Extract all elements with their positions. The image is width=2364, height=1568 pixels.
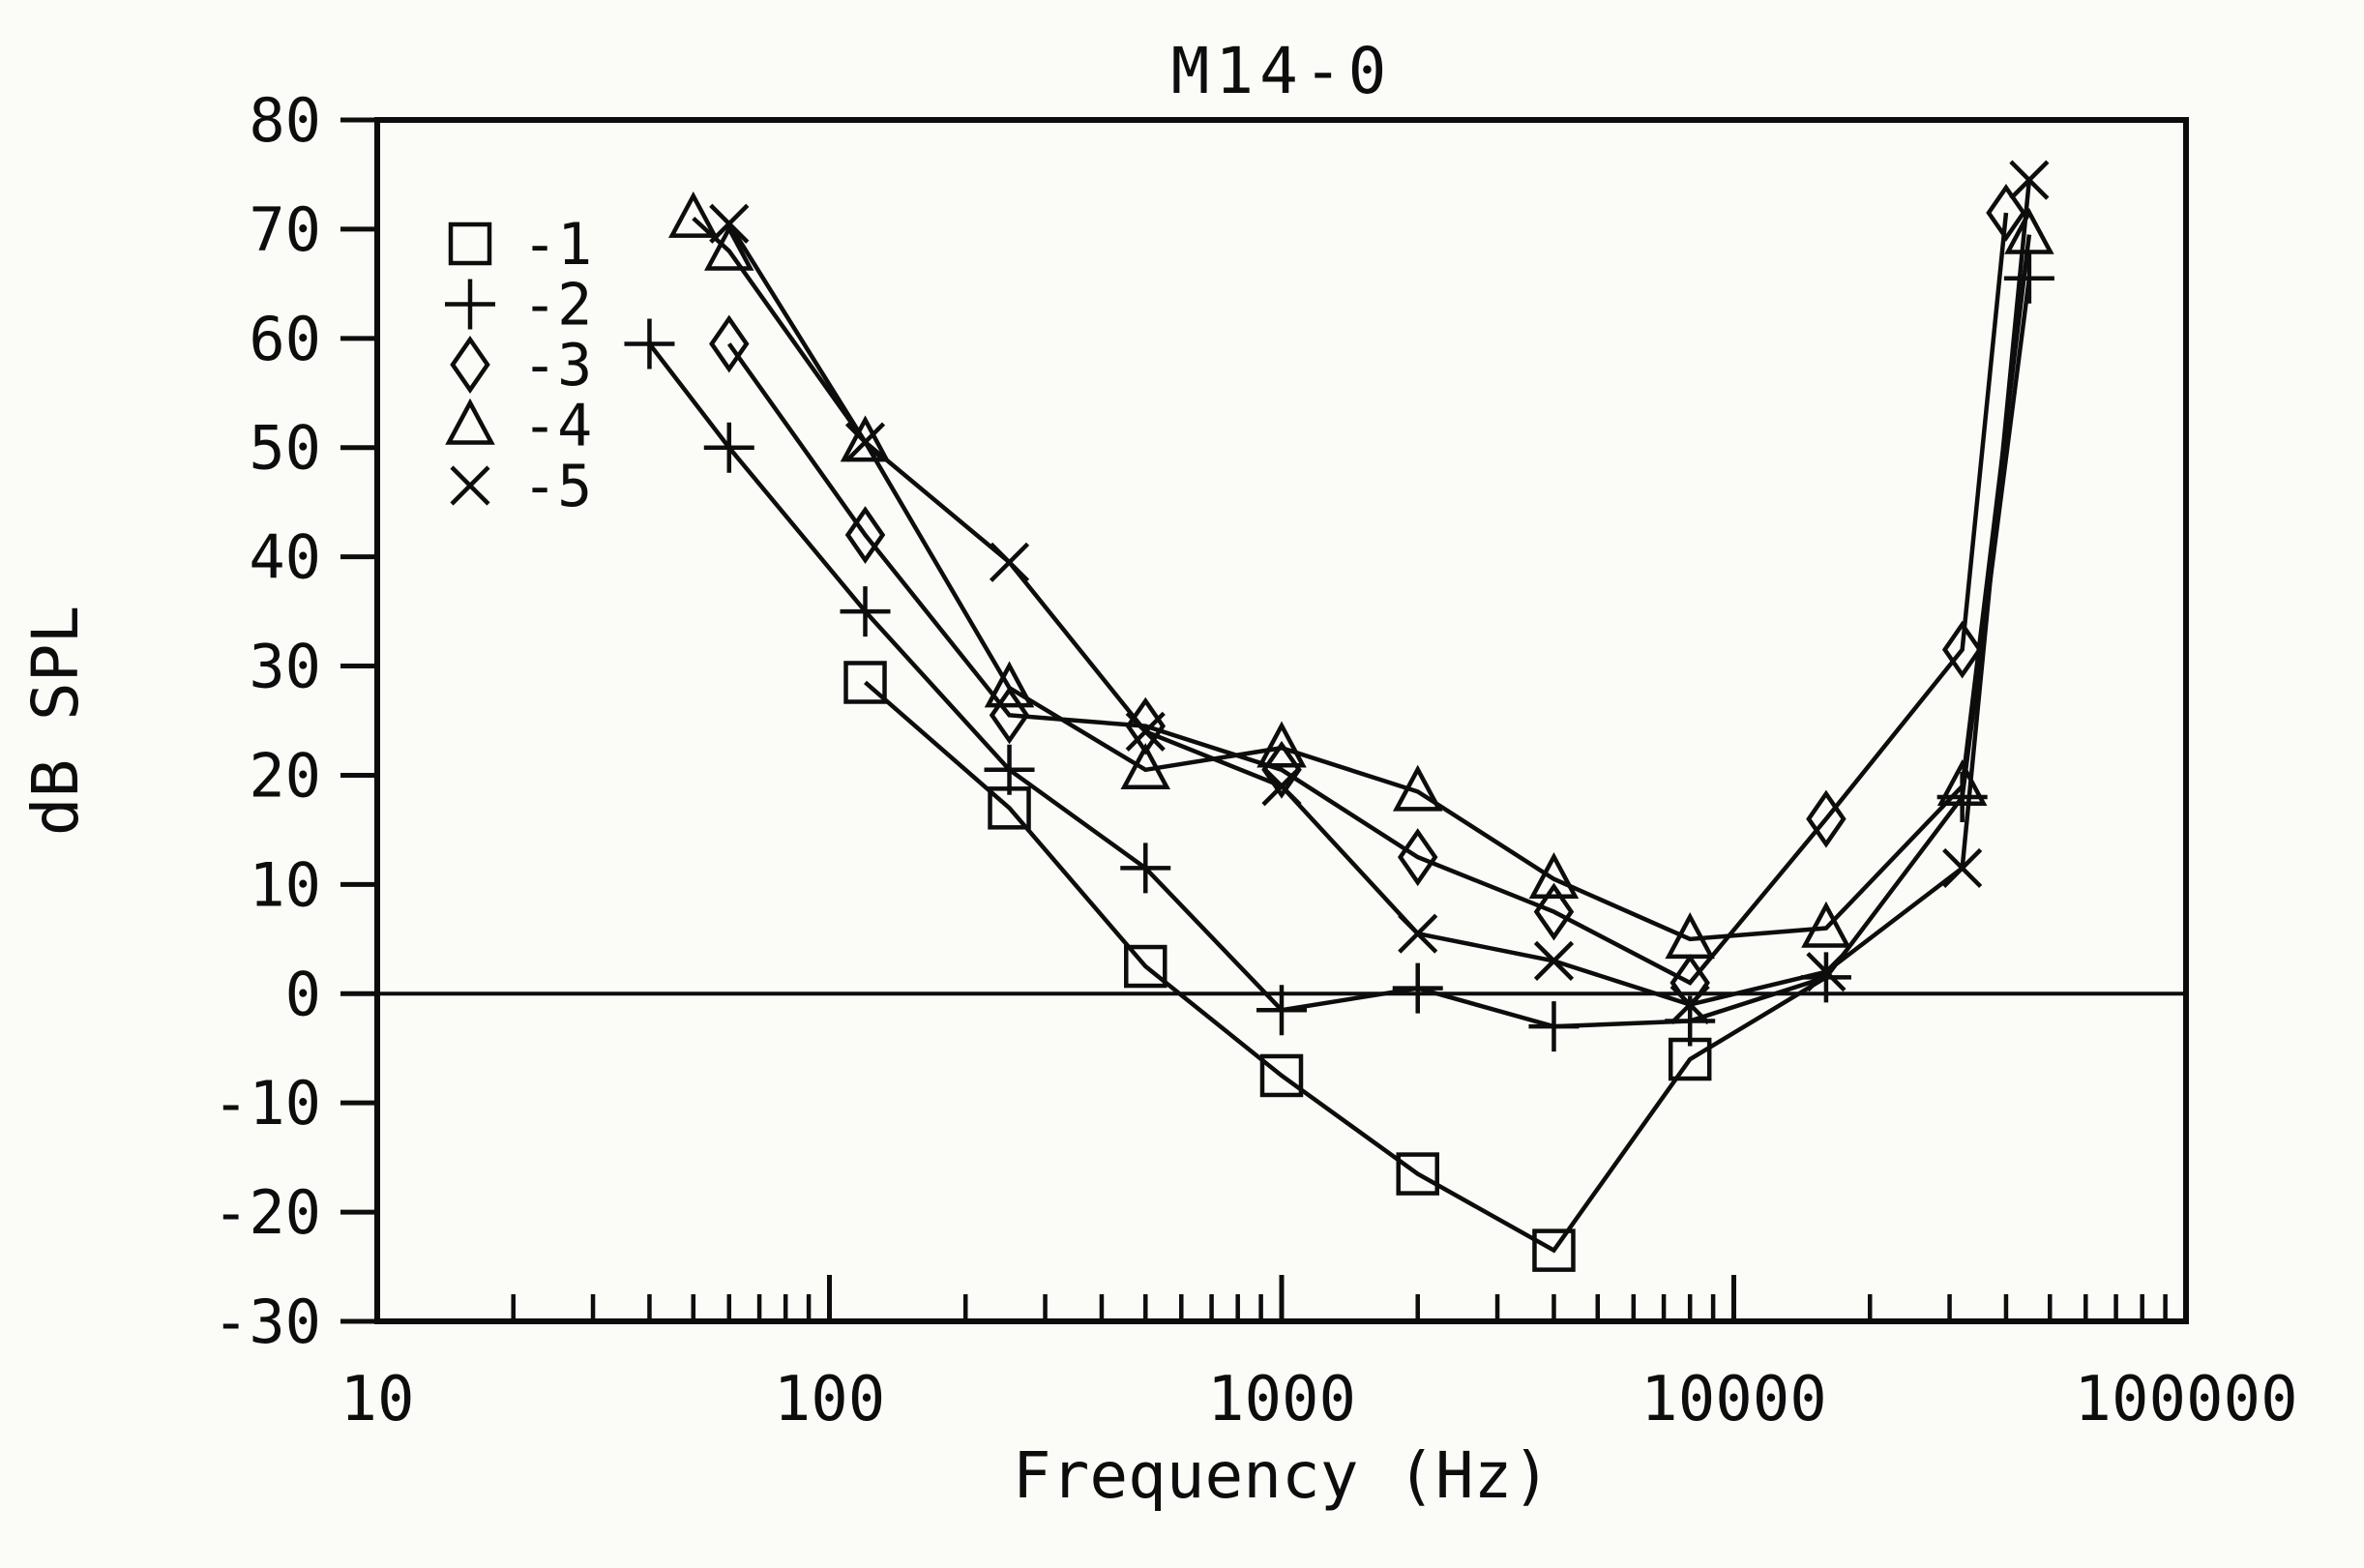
diamond-marker	[709, 314, 750, 373]
legend-item--4: -4	[445, 393, 592, 460]
square-marker	[1259, 1053, 1304, 1098]
triangle-marker	[704, 223, 754, 271]
legend-item--2: -2	[445, 272, 592, 340]
cross-marker	[844, 422, 886, 462]
square-marker	[1124, 944, 1167, 989]
x-tick-label: 100000	[2074, 1364, 2297, 1435]
triangle-marker	[1801, 901, 1851, 948]
series--1	[843, 661, 1828, 1272]
cross-marker	[1125, 711, 1166, 752]
diamond-marker	[1397, 828, 1438, 887]
y-tick-label: 30	[249, 632, 321, 702]
plus-marker	[1120, 843, 1171, 894]
cross-marker	[1261, 766, 1302, 807]
diamond-marker	[1533, 882, 1575, 941]
triangle-marker	[668, 191, 719, 238]
legend: -1-2-3-4-5	[445, 211, 592, 520]
triangle-marker	[840, 415, 891, 462]
legend-item--3: -3	[450, 332, 592, 399]
x-axis-ticks	[511, 1275, 2168, 1321]
y-tick-label: 40	[249, 522, 321, 593]
y-tick-label: -10	[213, 1068, 321, 1139]
diamond-marker	[1986, 184, 2026, 242]
plus-marker	[703, 422, 754, 473]
x-axis-label: Frequency (Hz)	[1013, 1438, 1551, 1513]
y-tick-label: 80	[249, 85, 321, 156]
triangle-marker	[445, 398, 495, 445]
plus-marker	[840, 586, 891, 637]
y-tick-label: -30	[213, 1287, 321, 1357]
x-tick-label: 10	[340, 1364, 414, 1435]
legend-label: -5	[522, 453, 592, 520]
cross-marker	[2009, 160, 2050, 200]
cross-marker	[450, 465, 490, 506]
cross-marker	[1670, 984, 1710, 1025]
series--5	[709, 160, 2050, 1025]
axes	[374, 117, 2189, 1324]
plus-marker	[1528, 1001, 1580, 1052]
plot-border	[374, 117, 2189, 1324]
y-tick-label: 0	[285, 959, 321, 1029]
diamond-marker	[1261, 740, 1302, 799]
series--5-line	[726, 179, 2032, 1007]
series--3	[709, 184, 2026, 1012]
plus-marker	[984, 744, 1035, 795]
y-axis-tick-labels: 80 70 60 50 40 30 20 10 0 -10 -20 -30	[213, 85, 321, 1357]
cross-marker	[1942, 847, 1983, 889]
triangle-marker	[1665, 912, 1715, 960]
square-marker	[1532, 1228, 1576, 1272]
diamond-marker	[1941, 620, 1983, 679]
x-tick-label: 100	[774, 1364, 886, 1435]
square-marker	[448, 222, 492, 266]
triangle-marker	[1256, 721, 1307, 768]
y-tick-label: 20	[249, 740, 321, 811]
plus-marker	[1256, 985, 1307, 1036]
cross-marker	[1533, 940, 1575, 981]
triangle-marker	[1392, 764, 1443, 812]
series--1-line	[864, 680, 1828, 1254]
cross-marker	[1398, 913, 1438, 954]
triangle-marker	[984, 661, 1035, 708]
cross-marker	[709, 203, 750, 244]
legend-label: -2	[522, 272, 592, 340]
cross-marker	[1806, 952, 1847, 992]
series--3-line	[726, 212, 2009, 986]
plus-marker	[2003, 252, 2054, 304]
triangle-marker	[1528, 851, 1580, 899]
triangle-marker	[1936, 758, 1988, 806]
plus-marker	[445, 279, 495, 330]
series--4	[668, 191, 2054, 960]
y-axis-label: dB SPL	[18, 606, 93, 836]
y-tick-label: -20	[213, 1177, 321, 1248]
y-tick-label: 70	[249, 194, 321, 265]
y-tick-label: 10	[249, 849, 321, 920]
legend-label: -4	[522, 393, 592, 460]
plus-marker	[1392, 962, 1443, 1014]
square-marker	[843, 661, 887, 704]
legend-label: -1	[522, 211, 592, 279]
y-tick-label: 60	[249, 304, 321, 374]
y-tick-label: 50	[249, 413, 321, 484]
x-tick-label: 1000	[1207, 1364, 1356, 1435]
series--4-line	[692, 216, 2032, 942]
plus-marker	[624, 318, 675, 370]
diamond-marker	[1806, 789, 1847, 848]
x-axis-tick-labels: 10 100 1000 10000 100000	[340, 1364, 2297, 1435]
legend-label: -3	[522, 332, 592, 399]
legend-item--1: -1	[448, 211, 592, 279]
chart-title: M14-0	[1171, 34, 1393, 108]
triangle-marker	[1120, 743, 1171, 790]
diamond-marker	[450, 336, 490, 394]
triangle-marker	[2004, 207, 2054, 254]
x-tick-label: 10000	[1640, 1364, 1827, 1435]
legend-item--5: -5	[450, 453, 592, 520]
square-marker	[1396, 1152, 1439, 1196]
y-axis-ticks	[340, 117, 377, 1324]
diamond-marker	[1670, 954, 1710, 1012]
cross-marker	[989, 542, 1030, 582]
diamond-marker	[844, 506, 886, 565]
